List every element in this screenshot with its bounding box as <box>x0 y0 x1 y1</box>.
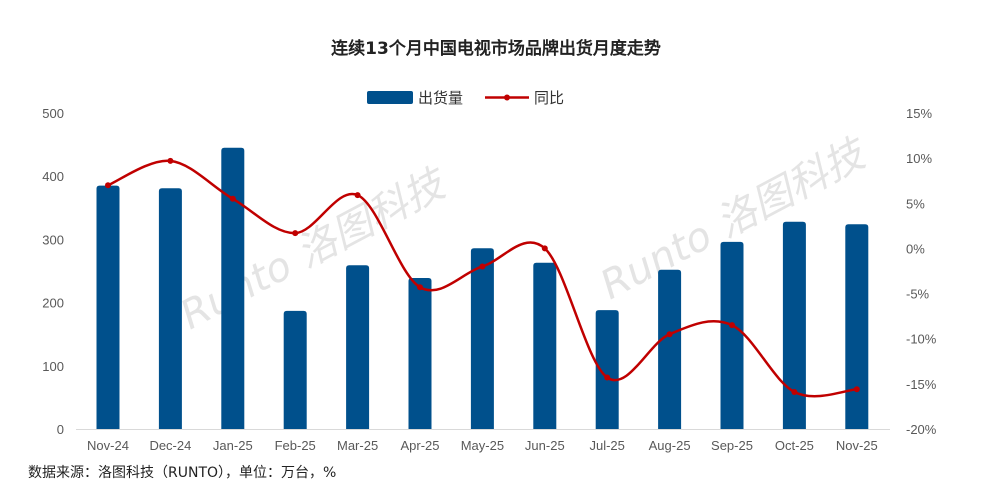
bar-Sep-25 <box>720 241 744 429</box>
yoy-point-Sep-25 <box>729 322 735 329</box>
x-axis-tick: Oct-25 <box>775 438 814 453</box>
bar-Dec-24 <box>158 188 182 429</box>
x-axis-tick: Nov-24 <box>87 438 129 453</box>
yoy-point-Oct-25 <box>791 388 798 395</box>
yoy-point-Aug-25 <box>666 331 673 338</box>
bar-Mar-25 <box>346 265 370 429</box>
bar-Apr-25 <box>408 277 432 429</box>
bar-Aug-25 <box>658 269 682 429</box>
bar-Oct-25 <box>782 221 806 429</box>
bar-May-25 <box>470 248 494 429</box>
yoy-point-Nov-24 <box>105 182 111 189</box>
right-axis-tick: 5% <box>906 196 925 211</box>
left-axis-tick: 300 <box>42 232 64 247</box>
yoy-point-May-25 <box>479 263 486 270</box>
bar-Jan-25 <box>221 147 245 429</box>
right-axis-tick: -5% <box>906 287 930 302</box>
left-axis-tick: 0 <box>57 422 64 437</box>
yoy-point-Dec-24 <box>167 157 174 164</box>
right-axis-tick: 0% <box>906 241 925 256</box>
x-axis-tick: Jul-25 <box>589 438 624 453</box>
left-axis-tick: 200 <box>42 296 64 311</box>
x-axis-tick: Aug-25 <box>649 438 691 453</box>
x-axis-tick: May-25 <box>461 438 504 453</box>
yoy-point-Feb-25 <box>292 230 299 237</box>
right-axis-tick: -10% <box>906 332 937 347</box>
yoy-point-Nov-25 <box>853 386 860 393</box>
left-axis-tick: 100 <box>42 359 64 374</box>
right-axis-tick: -15% <box>906 377 937 392</box>
legend-line-marker <box>504 94 510 101</box>
yoy-point-Jul-25 <box>604 374 611 381</box>
yoy-point-Mar-25 <box>354 192 361 199</box>
chart-title: 连续13个月中国电视市场品牌出货月度走势 <box>331 39 661 59</box>
yoy-point-Jun-25 <box>541 245 548 252</box>
bar-Jul-25 <box>595 310 619 429</box>
x-axis-tick: Jan-25 <box>213 438 253 453</box>
x-axis-tick: Apr-25 <box>400 438 439 453</box>
bar-Jun-25 <box>533 262 557 429</box>
bar-Nov-24 <box>96 185 120 429</box>
bar-Nov-25 <box>845 224 869 429</box>
left-axis-tick: 400 <box>42 169 64 184</box>
right-axis-tick: 15% <box>906 106 932 121</box>
x-axis-tick: Feb-25 <box>275 438 316 453</box>
bar-Feb-25 <box>283 310 307 429</box>
source-note: 数据来源：洛图科技（RUNTO），单位：万台，% <box>28 465 337 481</box>
legend-bar-swatch <box>367 91 413 104</box>
x-axis-tick: Nov-25 <box>836 438 878 453</box>
yoy-point-Jan-25 <box>229 195 236 202</box>
right-axis-tick: -20% <box>906 422 937 437</box>
x-axis-tick: Sep-25 <box>711 438 753 453</box>
legend-line-label: 同比 <box>534 89 564 107</box>
x-axis-tick: Mar-25 <box>337 438 378 453</box>
x-axis-tick: Dec-24 <box>149 438 191 453</box>
x-axis-tick: Jun-25 <box>525 438 565 453</box>
right-axis-tick: 10% <box>906 151 932 166</box>
legend-bar-label: 出货量 <box>418 89 463 107</box>
yoy-point-Apr-25 <box>417 284 423 291</box>
left-axis-tick: 500 <box>42 106 64 121</box>
